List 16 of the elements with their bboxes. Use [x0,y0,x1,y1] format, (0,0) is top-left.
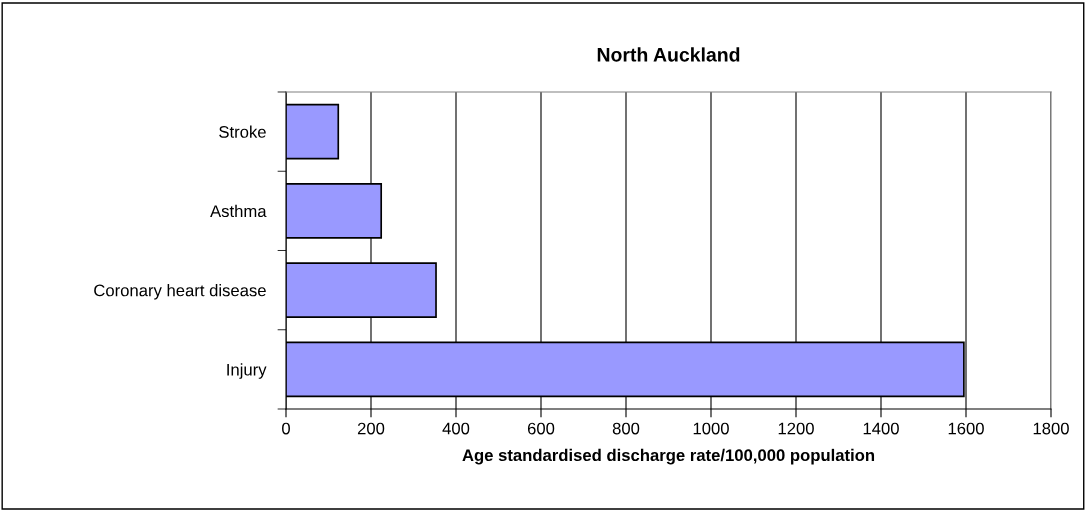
x-tick-label: 200 [357,422,385,435]
y-tick-label: Stroke [219,125,266,138]
chart-title: North Auckland [597,47,740,62]
x-tick-label: 600 [527,422,555,435]
x-tick-label: 1800 [1033,422,1069,435]
y-tick-label: Injury [227,363,267,379]
x-axis-title: Age standardised discharge rate/100,000 population [462,448,875,465]
x-tick-label: 1600 [948,422,984,435]
x-tick-label: 800 [612,422,640,435]
x-tick-label: 400 [442,422,470,435]
x-tick-label: 1000 [693,422,729,435]
x-tick-label: 1200 [778,422,814,435]
y-tick-label: Coronary heart disease [94,284,266,300]
x-tick-label: 0 [282,422,290,435]
x-tick-label: 1400 [863,422,899,435]
y-tick-label: Asthma [210,204,267,218]
